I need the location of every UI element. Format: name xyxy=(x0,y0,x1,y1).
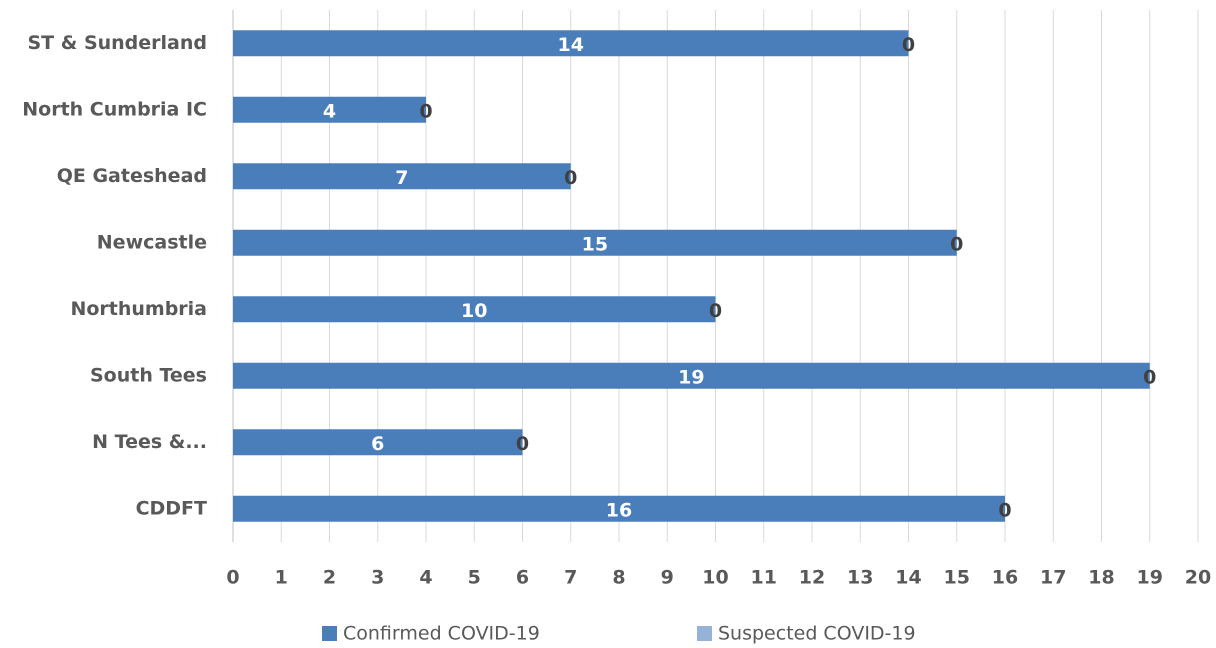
y-tick-label: ST & Sunderland xyxy=(28,32,208,54)
legend-label: Suspected COVID-19 xyxy=(718,623,916,645)
bar xyxy=(233,362,1150,389)
bar xyxy=(233,163,571,190)
x-tick-label: 0 xyxy=(226,567,239,589)
x-tick-label: 3 xyxy=(371,567,384,589)
y-tick-label: South Tees xyxy=(90,364,207,386)
bar xyxy=(233,296,716,323)
x-tick-label: 9 xyxy=(661,567,674,589)
x-tick-label: 20 xyxy=(1185,567,1211,589)
data-label: 10 xyxy=(461,300,487,322)
data-label: 0 xyxy=(419,100,432,122)
data-label: 16 xyxy=(606,499,632,521)
bar xyxy=(233,96,426,123)
x-tick-label: 16 xyxy=(992,567,1018,589)
data-label: 0 xyxy=(1143,366,1156,388)
data-label: 6 xyxy=(371,433,384,455)
x-tick-label: 10 xyxy=(702,567,728,589)
bar xyxy=(233,30,909,57)
x-tick-label: 5 xyxy=(468,567,481,589)
x-tick-label: 19 xyxy=(1137,567,1163,589)
legend-swatch xyxy=(322,626,337,641)
x-tick-label: 4 xyxy=(419,567,432,589)
bar xyxy=(233,229,957,256)
legend-swatch xyxy=(697,626,712,641)
y-tick-label: N Tees &... xyxy=(92,431,207,453)
x-tick-label: 14 xyxy=(895,567,921,589)
data-label: 19 xyxy=(678,366,704,388)
x-tick-label: 1 xyxy=(275,567,288,589)
data-label: 0 xyxy=(998,499,1011,521)
x-tick-label: 11 xyxy=(751,567,777,589)
x-tick-label: 13 xyxy=(847,567,873,589)
x-tick-label: 7 xyxy=(564,567,577,589)
x-tick-label: 12 xyxy=(799,567,825,589)
bar xyxy=(233,495,1005,522)
data-label: 0 xyxy=(902,34,915,56)
data-label: 7 xyxy=(395,167,408,189)
data-label: 15 xyxy=(582,233,608,255)
data-label: 0 xyxy=(950,233,963,255)
y-tick-label: North Cumbria IC xyxy=(22,98,207,120)
y-tick-label: Northumbria xyxy=(70,298,207,320)
y-tick-label: QE Gateshead xyxy=(57,165,207,187)
data-label: 4 xyxy=(323,100,336,122)
x-tick-label: 17 xyxy=(1040,567,1066,589)
y-tick-label: Newcastle xyxy=(97,231,207,253)
data-label: 0 xyxy=(564,167,577,189)
x-tick-label: 8 xyxy=(612,567,625,589)
data-label: 14 xyxy=(558,34,584,56)
x-tick-label: 2 xyxy=(323,567,336,589)
data-label: 0 xyxy=(709,300,722,322)
x-tick-label: 6 xyxy=(516,567,529,589)
data-label: 0 xyxy=(516,433,529,455)
bar xyxy=(233,429,523,456)
x-tick-label: 18 xyxy=(1088,567,1114,589)
y-tick-label: CDDFT xyxy=(136,497,207,519)
legend-label: Confirmed COVID-19 xyxy=(343,623,540,645)
x-tick-label: 15 xyxy=(944,567,970,589)
